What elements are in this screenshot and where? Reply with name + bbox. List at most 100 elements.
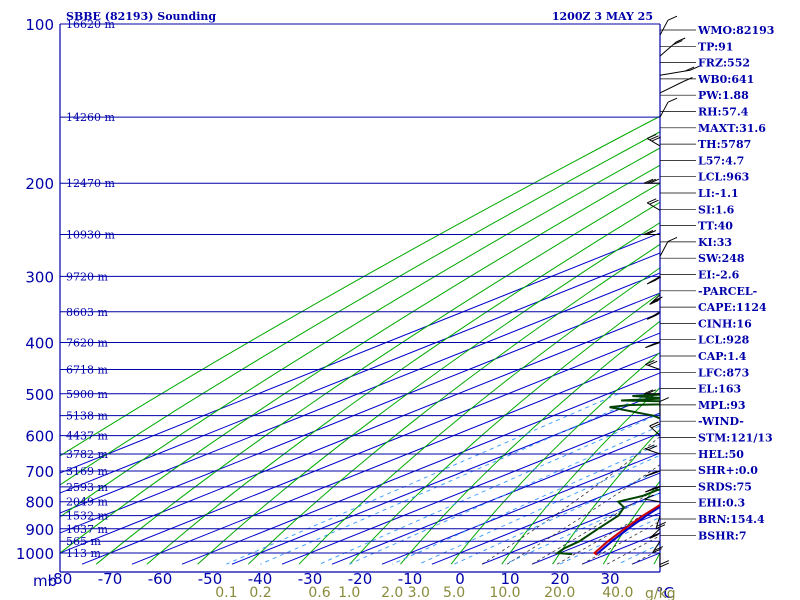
dry-adiabat-line: [197, 222, 660, 565]
wind-barb: [644, 498, 661, 503]
height-label: 14260 m: [66, 111, 115, 124]
wind-barb-flag: [649, 533, 659, 539]
isotherm-line: [60, 292, 660, 534]
wind-barb-flag: [646, 230, 657, 235]
wind-barb: [659, 241, 669, 257]
wind-barb-flag: [643, 178, 654, 184]
wind-barb-flag: [649, 199, 659, 205]
wind-barb-flag: [651, 136, 662, 142]
index-value: TH:5787: [698, 138, 751, 151]
temperature-tick-label: -20: [348, 570, 373, 588]
wind-barb: [659, 101, 669, 118]
pressure-tick-label: 500: [25, 386, 54, 404]
wind-barb-flag: [645, 444, 655, 450]
index-value: LCL:963: [698, 171, 749, 184]
height-label: 16620 m: [66, 18, 115, 31]
wind-barb-flag: [659, 397, 670, 403]
dry-adiabat-line: [60, 131, 660, 486]
temperature-tick-label: 30: [600, 570, 619, 588]
height-label: 8603 m: [66, 306, 108, 319]
wind-barb-flag: [650, 341, 660, 347]
temperature-tick-label: 10: [500, 570, 519, 588]
pressure-tick-label: 300: [25, 268, 54, 286]
mixing-ratio-label: 3.0: [408, 585, 430, 600]
wind-barb: [645, 363, 661, 370]
station-title: SBBE (82193) Sounding: [66, 10, 216, 23]
index-value: WB0:641: [697, 73, 754, 86]
height-label: 1532 m: [66, 510, 108, 523]
pressure-tick-label: 200: [25, 175, 54, 193]
moist-adiabat-line: [481, 436, 660, 565]
wind-barb-flag: [649, 421, 659, 427]
isotherm-line: [181, 372, 660, 565]
wind-barb: [649, 294, 661, 305]
dry-adiabat-line: [95, 182, 660, 565]
wind-barb-flag: [653, 296, 663, 302]
wind-barb-flag: [643, 230, 654, 235]
index-value: -WIND-: [698, 415, 744, 428]
temperature-tick-label: 0: [455, 570, 465, 588]
wind-barb-flag: [655, 524, 666, 530]
wind-barb-flag: [651, 276, 662, 282]
temperature-profile-line: [592, 503, 660, 556]
index-value: MAXT:31.6: [698, 122, 766, 135]
wind-barb-flag: [667, 97, 678, 103]
mixing-ratio-label: 0.1: [215, 585, 237, 600]
wind-barb-flag: [667, 236, 678, 242]
isotherm-line: [60, 232, 660, 474]
isobar-lines: [59, 23, 661, 573]
pressure-tick-label: 600: [25, 428, 54, 446]
wind-barb: [645, 448, 661, 455]
wind-barb-flag: [683, 77, 693, 82]
temperature-tick-label: -30: [298, 570, 323, 588]
height-label: 10930 m: [66, 229, 115, 242]
index-value: PW:1.88: [698, 89, 749, 102]
height-label: 5138 m: [66, 410, 108, 423]
isotherm-line: [331, 432, 660, 565]
wind-barb-flag: [643, 389, 654, 395]
wind-barb-flag: [667, 15, 678, 21]
wind-barb-flag: [644, 494, 654, 500]
temperature-tick-label: -70: [98, 570, 123, 588]
wind-barb-flag: [690, 65, 700, 71]
wind-barb-flag: [652, 548, 662, 554]
temperature-tick-label: -60: [148, 570, 173, 588]
wind-barb-flag: [647, 445, 658, 451]
dry-adiabat-lines: [60, 24, 800, 565]
mixing-ratio-line: [504, 492, 660, 565]
dewpoint-profile-line: [554, 393, 660, 556]
index-value: LFC:873: [698, 366, 749, 379]
index-value: RH:57.4: [698, 106, 749, 119]
index-value: SW:248: [698, 252, 745, 265]
height-label: 1037 m: [66, 523, 108, 536]
height-label: 4437 m: [66, 430, 108, 443]
height-label: 2049 m: [66, 496, 108, 509]
wind-barb-flag: [646, 178, 657, 184]
wind-barb-flag: [647, 360, 658, 366]
mixing-ratio-line: [349, 425, 660, 565]
dry-adiabat-line: [755, 24, 800, 564]
wind-barb-flag: [656, 521, 666, 527]
dry-adiabat-line: [298, 267, 660, 565]
index-value: STM:121/13: [698, 432, 773, 445]
moist-adiabat-line: [581, 520, 660, 565]
wind-barb-flag: [649, 299, 659, 305]
dry-adiabat-line: [450, 351, 660, 565]
wind-barb: [659, 81, 684, 94]
moist-adiabat-line: [506, 464, 660, 565]
index-value: TP:91: [698, 40, 733, 53]
wind-barb-flag: [675, 37, 686, 43]
wind-barb-flag: [646, 133, 657, 139]
wind-barb-flag: [659, 562, 670, 568]
index-value: HEL:50: [698, 448, 744, 461]
height-label: 12470 m: [66, 177, 115, 190]
index-value: CAPE:1124: [698, 301, 767, 314]
wind-barb-flag: [646, 389, 657, 395]
height-label: 7620 m: [66, 337, 108, 350]
mixing-ratio-label: 10.0: [489, 585, 520, 600]
wind-barb-flag: [645, 359, 655, 365]
pressure-unit-label: mb: [33, 572, 57, 590]
pressure-tick-label: 900: [25, 521, 54, 539]
wind-barb: [652, 540, 661, 553]
